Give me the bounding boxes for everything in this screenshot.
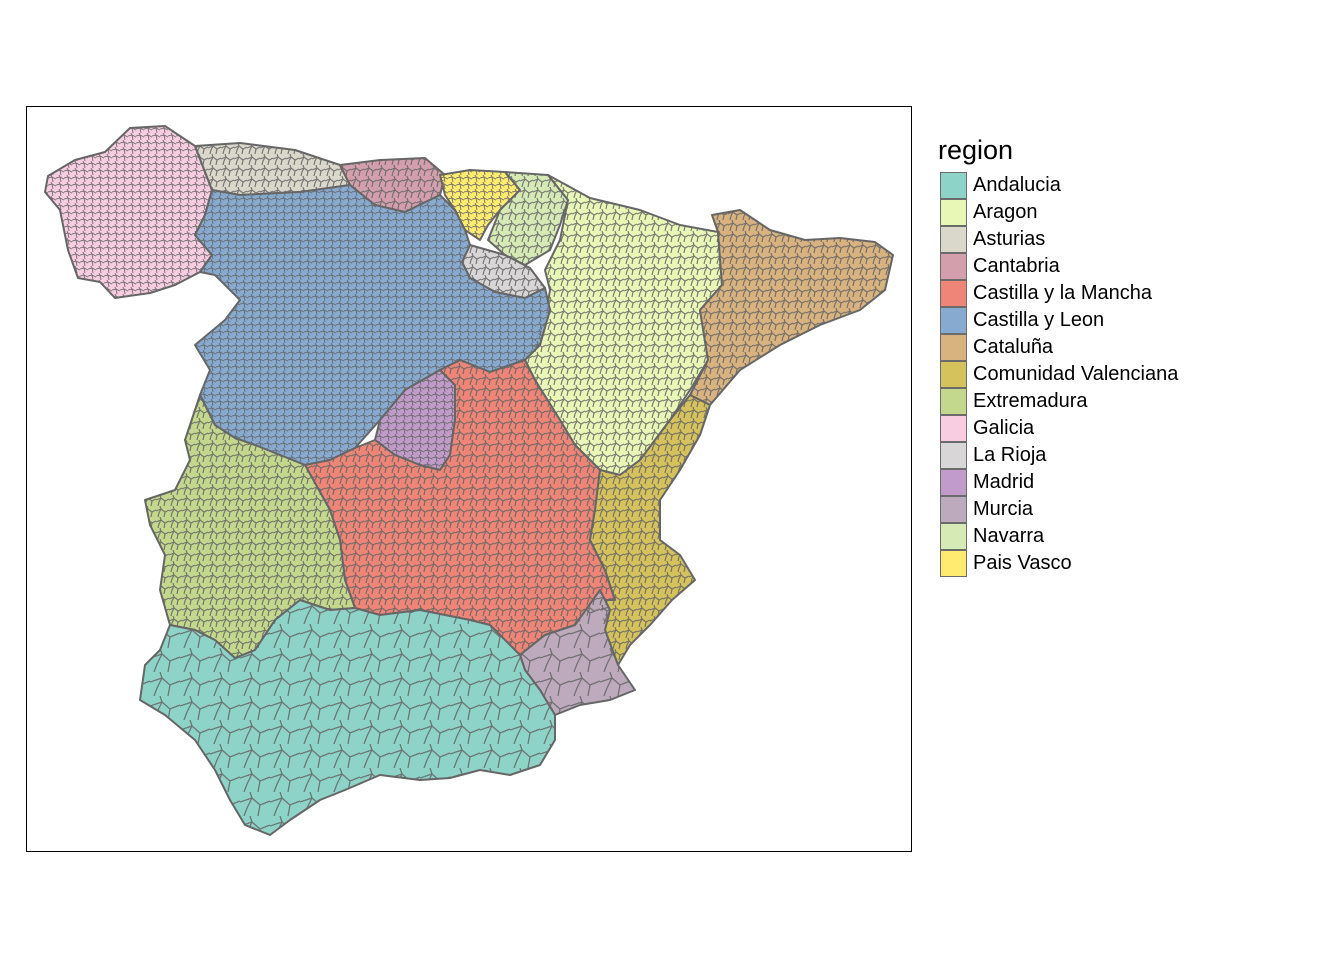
- legend-swatch: [940, 388, 967, 415]
- legend-item: La Rioja: [938, 442, 1178, 469]
- legend-swatch: [940, 199, 967, 226]
- legend-swatch: [940, 172, 967, 199]
- legend-item: Castilla y la Mancha: [938, 280, 1178, 307]
- legend-item: Madrid: [938, 469, 1178, 496]
- legend-label: Galicia: [973, 417, 1035, 439]
- legend-label: Extremadura: [973, 390, 1088, 412]
- legend-swatch: [940, 226, 967, 253]
- legend-title: region: [938, 135, 1014, 165]
- legend-swatch: [940, 550, 967, 577]
- legend-item: Pais Vasco: [938, 550, 1178, 577]
- legend-item: Andalucia: [938, 172, 1178, 199]
- region-municipality-borders: [440, 170, 520, 240]
- region-municipality-borders: [375, 370, 455, 470]
- legend-item: Castilla y Leon: [938, 307, 1178, 334]
- region-municipality-borders: [195, 143, 350, 195]
- legend-item: Extremadura: [938, 388, 1178, 415]
- legend-swatch: [940, 280, 967, 307]
- legend-label: Andalucia: [973, 174, 1061, 196]
- region-municipality-borders: [525, 175, 722, 475]
- region-municipality-borders: [140, 600, 555, 835]
- legend-label: Navarra: [973, 525, 1045, 547]
- region-municipality-borders: [488, 172, 568, 265]
- legend-swatch: [940, 307, 967, 334]
- legend-label: La Rioja: [973, 444, 1047, 466]
- legend-label: Murcia: [973, 498, 1034, 520]
- region-municipality-borders: [45, 126, 212, 298]
- region-municipality-borders: [340, 158, 445, 212]
- legend-label: Comunidad Valenciana: [973, 363, 1179, 385]
- legend-item: Murcia: [938, 496, 1178, 523]
- region-municipality-borders: [462, 245, 545, 298]
- region-municipality-borders: [305, 360, 615, 655]
- legend-item: Comunidad Valenciana: [938, 361, 1178, 388]
- region-municipality-borders: [145, 395, 355, 658]
- legend-swatch: [940, 415, 967, 442]
- legend-label: Madrid: [973, 471, 1035, 493]
- legend-swatch: [940, 442, 967, 469]
- legend-label: Cataluña: [973, 336, 1054, 358]
- region-municipality-borders: [520, 590, 635, 715]
- legend-swatch: [940, 361, 967, 388]
- legend-swatch: [940, 496, 967, 523]
- region-municipality-borders: [690, 210, 893, 405]
- region-municipality-borders: [590, 395, 710, 665]
- legend-label: Pais Vasco: [973, 552, 1072, 574]
- legend: region Andalucia Aragon Asturias Cantabria C…: [938, 134, 1178, 577]
- legend-item: Galicia: [938, 415, 1178, 442]
- legend-label: Castilla y la Mancha: [973, 282, 1152, 304]
- legend-swatch: [940, 334, 967, 361]
- legend-label: Aragon: [973, 201, 1038, 223]
- legend-item: Cataluña: [938, 334, 1178, 361]
- legend-item: Asturias: [938, 226, 1178, 253]
- legend-label: Cantabria: [973, 255, 1060, 277]
- legend-swatch: [940, 469, 967, 496]
- legend-item: Cantabria: [938, 253, 1178, 280]
- legend-label: Castilla y Leon: [973, 309, 1105, 331]
- region-municipality-borders: [195, 185, 550, 465]
- legend-label: Asturias: [973, 228, 1046, 250]
- legend-swatch: [940, 523, 967, 550]
- legend-item: Navarra: [938, 523, 1178, 550]
- legend-swatch: [940, 253, 967, 280]
- legend-item: Aragon: [938, 199, 1178, 226]
